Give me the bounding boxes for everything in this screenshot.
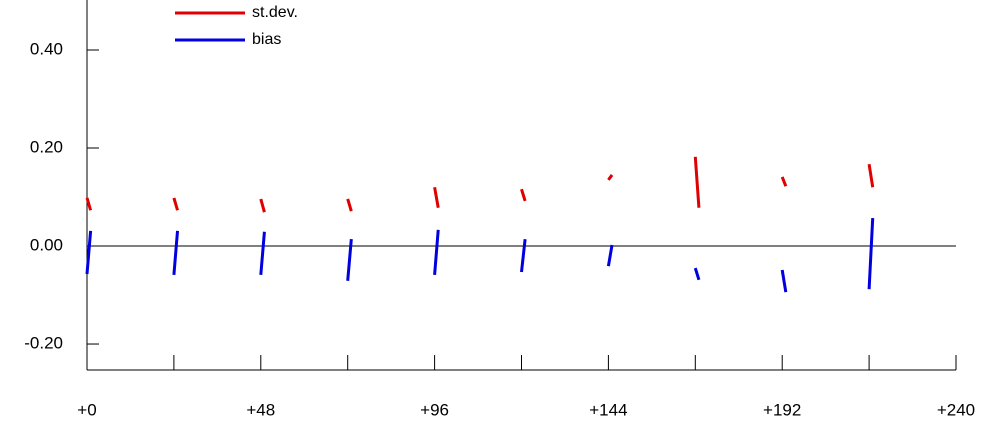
x-tick-label: +0 [77,400,96,419]
y-tick-label: -0.20 [24,334,63,353]
x-tick-label: +240 [937,400,975,419]
y-tick-label: 0.40 [30,39,63,58]
x-tick-label: +192 [763,400,801,419]
series-line [85,218,875,293]
x-tick-label: +48 [246,400,275,419]
legend-label: bias [252,31,281,48]
legend-label: st.dev. [252,4,298,21]
y-tick-label: 0.00 [30,235,63,254]
x-tick-label: +144 [589,400,627,419]
series-line [85,156,875,213]
y-tick-label: 0.20 [30,137,63,156]
x-tick-label: +96 [420,400,449,419]
